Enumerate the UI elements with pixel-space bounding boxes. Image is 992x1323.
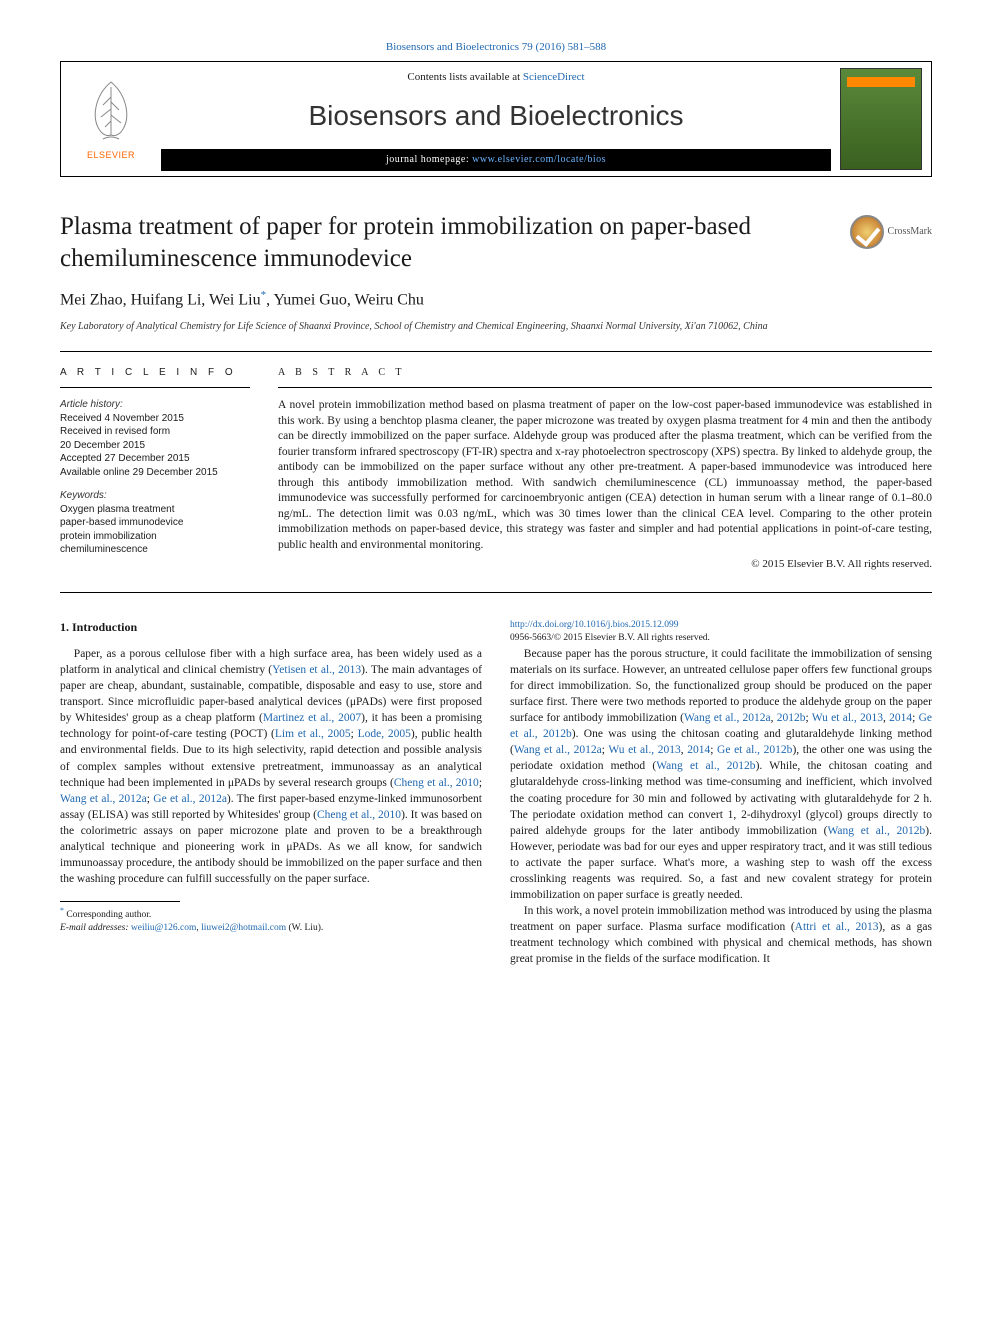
corr-mark-icon: *: [60, 906, 64, 915]
keyword: chemiluminescence: [60, 543, 250, 557]
paragraph: Because paper has the porous structure, …: [510, 646, 932, 904]
citation-link[interactable]: 2014: [889, 712, 912, 724]
history-line: 20 December 2015: [60, 439, 250, 453]
affiliation: Key Laboratory of Analytical Chemistry f…: [60, 320, 932, 333]
homepage-link[interactable]: www.elsevier.com/locate/bios: [472, 154, 606, 165]
article-info: a r t i c l e i n f o Article history: R…: [60, 366, 250, 573]
abstract-copyright: © 2015 Elsevier B.V. All rights reserved…: [278, 557, 932, 572]
elsevier-logo-cell: ELSEVIER: [61, 62, 161, 176]
history-label: Article history:: [60, 398, 250, 412]
email-link[interactable]: weiliu@126.com: [131, 923, 196, 933]
email-suffix: (W. Liu).: [286, 923, 323, 933]
citation-link[interactable]: Lim et al., 2005: [275, 728, 351, 740]
citation-link[interactable]: 2014: [687, 744, 710, 756]
citation-link[interactable]: Martinez et al., 2007: [263, 712, 361, 724]
contents-prefix: Contents lists available at: [407, 71, 522, 83]
history-line: Received 4 November 2015: [60, 412, 250, 426]
keyword: Oxygen plasma treatment: [60, 503, 250, 517]
journal-citation[interactable]: Biosensors and Bioelectronics 79 (2016) …: [60, 40, 932, 55]
citation-link[interactable]: Cheng et al., 2010: [394, 777, 479, 789]
abstract-text: A novel protein immobilization method ba…: [278, 398, 932, 553]
body-text: ;: [351, 728, 358, 740]
doi-block: http://dx.doi.org/10.1016/j.bios.2015.12…: [510, 619, 932, 646]
body-columns: 1. Introduction Paper, as a porous cellu…: [60, 619, 932, 967]
email-label: E-mail addresses:: [60, 923, 131, 933]
abstract-heading: a b s t r a c t: [278, 366, 932, 389]
citation-link[interactable]: Attri et al., 2013: [795, 921, 879, 933]
history-line: Available online 29 December 2015: [60, 466, 250, 480]
authors-part2: , Yumei Guo, Weiru Chu: [266, 291, 424, 308]
keyword: paper-based immunodevice: [60, 516, 250, 530]
divider: [60, 592, 932, 593]
journal-name: Biosensors and Bioelectronics: [161, 96, 831, 135]
crossmark-badge[interactable]: CrossMark: [850, 215, 932, 249]
corr-label: Corresponding author.: [66, 910, 151, 920]
journal-cover-icon: [840, 68, 922, 170]
citation-link[interactable]: Ge et al., 2012b: [717, 744, 792, 756]
citation-link[interactable]: Wang et al., 2012b: [828, 825, 926, 837]
citation-link[interactable]: 2012b: [777, 712, 806, 724]
history-line: Accepted 27 December 2015: [60, 452, 250, 466]
article-title: Plasma treatment of paper for protein im…: [60, 211, 830, 274]
header-center: Contents lists available at ScienceDirec…: [161, 62, 831, 176]
contents-line: Contents lists available at ScienceDirec…: [161, 70, 831, 85]
citation-link[interactable]: Cheng et al., 2010: [317, 809, 401, 821]
citation-link[interactable]: Wang et al., 2012a: [514, 744, 602, 756]
elsevier-label: ELSEVIER: [87, 149, 135, 162]
citation-link[interactable]: Wang et al., 2012a: [684, 712, 771, 724]
footnote-separator: [60, 901, 180, 902]
history-line: Received in revised form: [60, 425, 250, 439]
issn-line: 0956-5663/© 2015 Elsevier B.V. All right…: [510, 633, 710, 643]
keywords-label: Keywords:: [60, 489, 250, 503]
abstract: a b s t r a c t A novel protein immobili…: [278, 366, 932, 573]
divider: [60, 351, 932, 352]
homepage-bar: journal homepage: www.elsevier.com/locat…: [161, 149, 831, 171]
elsevier-tree-icon: [81, 77, 141, 147]
email-link[interactable]: liuwei2@hotmail.com: [201, 923, 286, 933]
paragraph: Paper, as a porous cellulose fiber with …: [60, 646, 482, 887]
citation-link[interactable]: Wang et al., 2012a: [60, 793, 147, 805]
body-text: ;: [479, 777, 482, 789]
keyword: protein immobilization: [60, 530, 250, 544]
doi-link[interactable]: http://dx.doi.org/10.1016/j.bios.2015.12…: [510, 620, 678, 630]
sciencedirect-link[interactable]: ScienceDirect: [523, 71, 585, 83]
citation-link[interactable]: Wang et al., 2012b: [656, 760, 755, 772]
citation-link[interactable]: Wu et al., 2013: [812, 712, 883, 724]
paragraph: In this work, a novel protein immobiliza…: [510, 903, 932, 967]
authors-part1: Mei Zhao, Huifang Li, Wei Liu: [60, 291, 261, 308]
homepage-prefix: journal homepage:: [386, 154, 472, 165]
citation-link[interactable]: Yetisen et al., 2013: [272, 664, 361, 676]
citation-link[interactable]: Wu et al., 2013: [608, 744, 680, 756]
cover-cell: [831, 62, 931, 176]
crossmark-label: CrossMark: [888, 225, 932, 239]
section-heading: 1. Introduction: [60, 619, 482, 636]
citation-link[interactable]: Ge et al., 2012a: [153, 793, 227, 805]
article-info-heading: a r t i c l e i n f o: [60, 366, 250, 389]
footnotes: * Corresponding author. E-mail addresses…: [60, 906, 482, 934]
citation-link[interactable]: Lode, 2005: [358, 728, 411, 740]
authors: Mei Zhao, Huifang Li, Wei Liu*, Yumei Gu…: [60, 288, 932, 312]
crossmark-icon: [850, 215, 884, 249]
journal-header: ELSEVIER Contents lists available at Sci…: [60, 61, 932, 177]
